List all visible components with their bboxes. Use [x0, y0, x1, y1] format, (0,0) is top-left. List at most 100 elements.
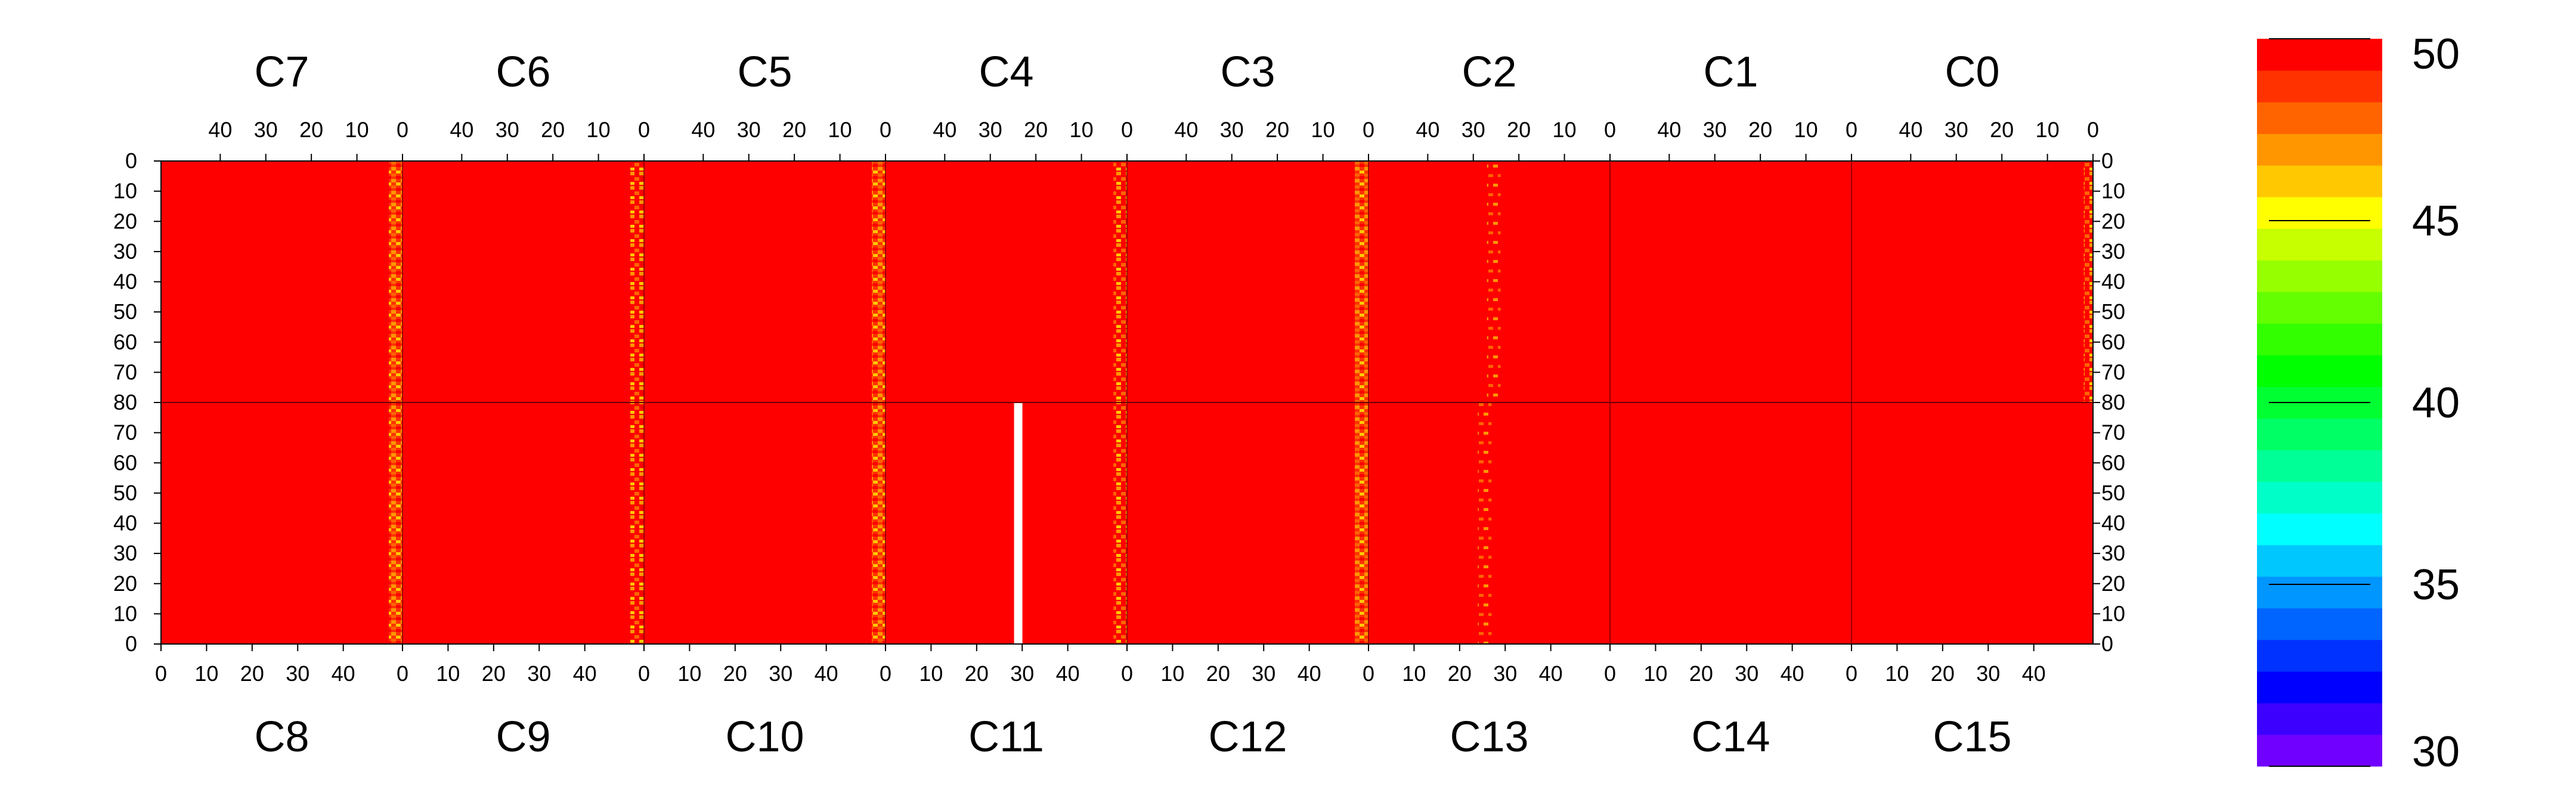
colorbar-segment [2257, 102, 2382, 134]
x-tick-label-top: 30 [254, 117, 278, 142]
x-tick-label-bottom: 40 [1781, 661, 1804, 686]
x-tick-label-top: 30 [1220, 117, 1244, 142]
x-tick-label-top: 20 [541, 117, 565, 142]
colorbar-segment [2257, 70, 2382, 103]
y-tick-label-right: 50 [2101, 481, 2125, 505]
y-tick-label-left: 30 [113, 541, 137, 565]
colorbar-tick-label: 45 [2412, 197, 2460, 245]
y-tick-label-left: 0 [125, 631, 137, 656]
colorbar-segment [2257, 260, 2382, 292]
x-tick-label-bottom: 0 [880, 661, 891, 686]
colorbar-tick-label: 40 [2412, 379, 2460, 427]
y-tick-label-left: 10 [113, 601, 137, 626]
colorbar-segment [2257, 292, 2382, 324]
x-tick-label-top: 10 [1311, 117, 1335, 142]
x-tick-label-top: 0 [1121, 117, 1133, 142]
y-tick-label-right: 60 [2101, 450, 2125, 475]
y-tick-label-left: 60 [113, 330, 137, 354]
x-tick-label-top: 40 [933, 117, 956, 142]
group-label-bottom: C14 [1691, 713, 1770, 761]
x-tick-label-top: 30 [1462, 117, 1485, 142]
y-tick-label-right: 20 [2101, 209, 2125, 233]
x-tick-label-bottom: 10 [1643, 661, 1667, 686]
colorbar-segment [2257, 134, 2382, 166]
x-tick-label-top: 10 [1794, 117, 1818, 142]
x-tick-label-top: 20 [1265, 117, 1289, 142]
x-tick-label-top: 10 [2036, 117, 2060, 142]
hot-channel-band [389, 161, 402, 402]
group-label-bottom: C11 [968, 713, 1044, 761]
hot-channel-band [1113, 161, 1127, 402]
y-tick-label-left: 70 [113, 360, 137, 384]
x-tick-label-bottom: 40 [1298, 661, 1321, 686]
colorbar-segment [2257, 355, 2382, 387]
x-tick-label-bottom: 30 [1976, 661, 2000, 686]
x-tick-label-bottom: 0 [638, 661, 650, 686]
x-tick-label-bottom: 40 [815, 661, 838, 686]
group-label-top: C3 [1220, 48, 1275, 96]
x-tick-label-top: 0 [638, 117, 650, 142]
x-tick-label-bottom: 40 [1539, 661, 1563, 686]
x-tick-label-bottom: 20 [240, 661, 264, 686]
colorbar-segment [2257, 734, 2382, 767]
x-tick-label-bottom: 20 [482, 661, 506, 686]
x-tick-label-top: 0 [1604, 117, 1616, 142]
x-tick-label-bottom: 0 [1846, 661, 1857, 686]
y-tick-label-left: 0 [125, 148, 137, 173]
x-tick-label-top: 10 [828, 117, 852, 142]
x-tick-label-bottom: 10 [919, 661, 943, 686]
y-tick-label-right: 70 [2101, 360, 2125, 384]
hot-channel-band [1478, 402, 1492, 644]
x-tick-label-bottom: 10 [1160, 661, 1184, 686]
colorbar-tick-label: 30 [2412, 728, 2460, 776]
dead-channel [1014, 402, 1023, 644]
x-tick-label-top: 30 [979, 117, 1002, 142]
group-label-bottom: C10 [725, 713, 804, 761]
x-tick-label-top: 40 [1657, 117, 1681, 142]
colorbar-segment [2257, 702, 2382, 735]
group-label-top: C6 [496, 48, 550, 96]
x-tick-label-bottom: 40 [2022, 661, 2046, 686]
hot-channel-band [1487, 161, 1501, 402]
colorbar-tick-label: 50 [2412, 30, 2460, 78]
y-tick-label-right: 40 [2101, 270, 2125, 294]
hot-channel-band [389, 402, 402, 644]
colorbar-segment [2257, 323, 2382, 355]
group-label-top: C5 [737, 48, 792, 96]
x-tick-label-top: 20 [782, 117, 806, 142]
colorbar-segment [2257, 197, 2382, 229]
hot-channel-band [2083, 161, 2093, 402]
x-tick-label-bottom: 0 [1121, 661, 1133, 686]
group-label-bottom: C9 [496, 713, 550, 761]
y-tick-label-left: 80 [113, 390, 137, 414]
x-tick-label-top: 0 [1363, 117, 1374, 142]
x-tick-label-bottom: 30 [1010, 661, 1034, 686]
y-tick-label-left: 60 [113, 450, 137, 475]
y-tick-label-right: 40 [2101, 511, 2125, 535]
x-tick-label-top: 0 [2087, 117, 2099, 142]
x-tick-label-top: 40 [208, 117, 232, 142]
colorbar-segment [2257, 228, 2382, 261]
x-tick-label-bottom: 0 [1363, 661, 1374, 686]
x-tick-label-top: 30 [1945, 117, 1968, 142]
y-tick-label-left: 40 [113, 270, 137, 294]
x-tick-label-top: 10 [345, 117, 369, 142]
y-tick-label-right: 10 [2101, 601, 2125, 626]
x-tick-label-bottom: 40 [332, 661, 355, 686]
y-tick-label-left: 10 [113, 179, 137, 203]
y-tick-label-right: 60 [2101, 330, 2125, 354]
group-label-bottom: C8 [254, 713, 309, 761]
y-tick-label-right: 0 [2101, 631, 2113, 656]
y-tick-label-right: 10 [2101, 179, 2125, 203]
y-tick-label-right: 50 [2101, 299, 2125, 324]
y-tick-label-left: 20 [113, 571, 137, 596]
x-tick-label-top: 40 [1899, 117, 1922, 142]
x-tick-label-bottom: 0 [1604, 661, 1616, 686]
group-label-bottom: C15 [1933, 713, 2011, 761]
x-tick-label-top: 20 [1507, 117, 1531, 142]
x-tick-label-top: 10 [1070, 117, 1094, 142]
colorbar-segment [2257, 608, 2382, 640]
x-tick-label-top: 40 [1174, 117, 1198, 142]
x-tick-label-bottom: 40 [1056, 661, 1080, 686]
